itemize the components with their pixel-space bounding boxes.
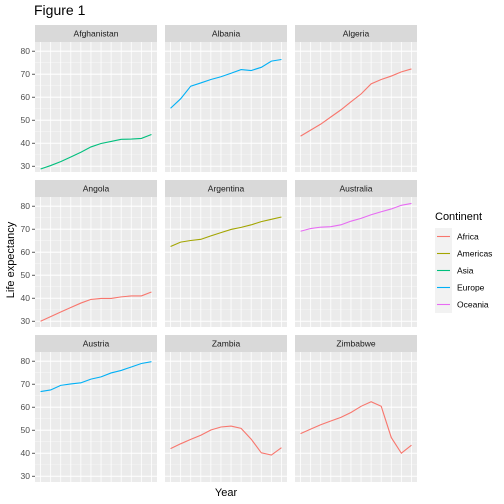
y-tick-label: 50: [21, 270, 31, 280]
panel-background: [165, 197, 287, 327]
panel-background: [35, 42, 157, 172]
panel-background: [295, 197, 417, 327]
facet-panels: Afghanistan 30 40 50 60 70 80 Albania Algeria Ang…: [21, 25, 417, 482]
facet-strip: [165, 180, 287, 197]
legend-item: Americas: [435, 245, 492, 262]
facet-strip-label: Algeria: [343, 29, 370, 39]
y-tick-label: 80: [21, 356, 31, 366]
y-tick-label: 50: [21, 425, 31, 435]
legend-item: Oceania: [435, 296, 489, 313]
y-tick-label: 60: [21, 402, 31, 412]
legend-label: Europe: [457, 283, 485, 293]
facet-strip-label: Zambia: [212, 339, 241, 349]
series-line: [170, 58, 282, 109]
series-line: [170, 216, 282, 247]
y-tick-label: 30: [21, 316, 31, 326]
facet-panel: Afghanistan 30 40 50 60 70 80: [21, 25, 157, 172]
y-tick-label: 30: [21, 161, 31, 171]
facet-strip: [165, 25, 287, 42]
facet-panel: Zambia: [165, 335, 287, 482]
legend-label: Oceania: [457, 300, 489, 310]
legend-label: Africa: [457, 232, 479, 242]
x-axis-title: Year: [215, 487, 238, 499]
facet-strip-label: Australia: [339, 184, 372, 194]
series-line: [40, 361, 152, 393]
y-tick-label: 60: [21, 92, 31, 102]
y-tick-label: 30: [21, 471, 31, 481]
series-line: [40, 133, 152, 170]
legend-label: Asia: [457, 266, 474, 276]
panel-background: [35, 197, 157, 327]
facet-strip-label: Albania: [212, 29, 241, 39]
facet-panel: Zimbabwe: [295, 335, 417, 482]
y-tick-label: 70: [21, 224, 31, 234]
legend: Continent Africa Americas Asia Europe Oceani…: [435, 211, 492, 313]
legend-label: Americas: [457, 249, 492, 259]
series-line: [300, 68, 412, 137]
legend-item: Africa: [435, 228, 479, 245]
panel-background: [295, 352, 417, 482]
y-tick-label: 80: [21, 46, 31, 56]
facet-strip: [35, 335, 157, 352]
panel-background: [295, 42, 417, 172]
series-line: [300, 202, 412, 232]
y-tick-label: 40: [21, 448, 31, 458]
panel-background: [165, 352, 287, 482]
facet-strip: [35, 25, 157, 42]
facet-panel: Albania: [165, 25, 287, 172]
y-tick-label: 50: [21, 115, 31, 125]
facet-strip: [295, 335, 417, 352]
facet-panel: Algeria: [295, 25, 417, 172]
panel-background: [165, 42, 287, 172]
facet-strip-label: Austria: [83, 339, 110, 349]
facet-strip: [295, 180, 417, 197]
facet-strip-label: Angola: [83, 184, 110, 194]
facet-panel: Angola 30 40 50 60 70 80: [21, 180, 157, 327]
legend-item: Europe: [435, 279, 485, 296]
facet-panel: Austria 30 40 50 60 70 80: [21, 335, 157, 482]
y-tick-label: 40: [21, 138, 31, 148]
chart-title: Figure 1: [34, 2, 86, 18]
series-line: [170, 425, 282, 456]
facet-strip: [165, 335, 287, 352]
facet-strip-label: Argentina: [208, 184, 245, 194]
legend-item: Asia: [435, 262, 474, 279]
y-tick-label: 60: [21, 247, 31, 257]
panel-background: [35, 352, 157, 482]
facet-strip: [35, 180, 157, 197]
y-tick-label: 80: [21, 201, 31, 211]
y-axis-title: Life expectancy: [5, 221, 17, 298]
facet-strip: [295, 25, 417, 42]
y-tick-label: 70: [21, 69, 31, 79]
legend-title: Continent: [435, 211, 482, 223]
facet-strip-label: Afghanistan: [74, 29, 119, 39]
facet-panel: Australia: [295, 180, 417, 327]
series-line: [40, 291, 152, 322]
facet-strip-label: Zimbabwe: [336, 339, 375, 349]
y-tick-label: 40: [21, 293, 31, 303]
facet-panel: Argentina: [165, 180, 287, 327]
series-line: [300, 401, 412, 455]
y-tick-label: 70: [21, 379, 31, 389]
